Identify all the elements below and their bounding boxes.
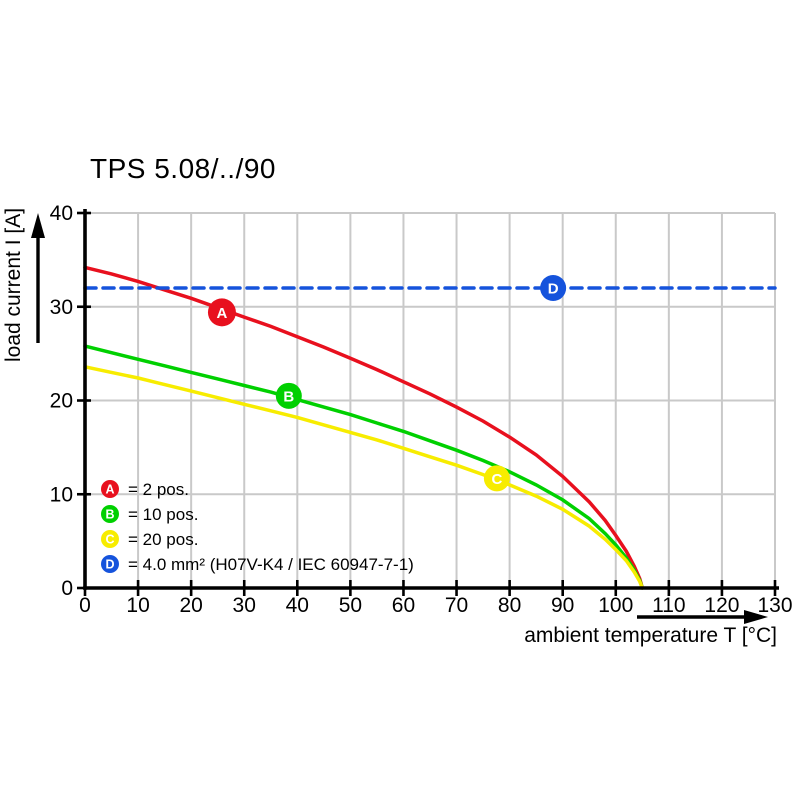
legend-swatch-B <box>101 505 119 523</box>
marker-letter-A: A <box>217 305 228 322</box>
grid-lines <box>85 212 776 588</box>
y-axis-label: load current I [A] <box>2 208 25 362</box>
x-tick-label: 0 <box>79 594 91 617</box>
curve-C <box>83 365 645 590</box>
x-tick-label: 10 <box>126 594 149 617</box>
legend-label-A: = 2 pos. <box>128 480 189 499</box>
y-tick-label: 0 <box>61 577 73 600</box>
curve-A <box>83 265 645 590</box>
legend-swatch-letter: A <box>105 483 114 497</box>
x-tick-label: 50 <box>339 594 362 617</box>
y-tick-label: 30 <box>50 296 73 319</box>
y-tick-label: 40 <box>50 202 73 225</box>
y-axis-arrowhead-icon <box>31 213 45 238</box>
x-tick-label: 80 <box>498 594 521 617</box>
x-axis-label: ambient temperature T [°C] <box>524 624 777 647</box>
legend-swatch-C <box>101 530 119 548</box>
x-tick-label: 120 <box>704 594 739 617</box>
x-tick-label: 30 <box>233 594 256 617</box>
marker-D <box>540 275 567 301</box>
marker-C <box>483 465 510 492</box>
marker-letter-C: C <box>491 471 502 488</box>
x-tick-label: 110 <box>652 594 685 617</box>
legend: A = 2 pos. B = 10 pos. C = 20 pos. D = 4.0 mm² … <box>101 480 414 574</box>
x-tick-label: 70 <box>445 594 468 617</box>
marker-A <box>207 298 236 327</box>
marker-letter-D: D <box>548 281 559 298</box>
x-axis-arrow <box>637 610 768 624</box>
legend-swatch-letter: B <box>105 508 114 522</box>
x-tick-label: 20 <box>179 594 202 617</box>
x-tick-label: 60 <box>392 594 415 617</box>
x-tick-label: 130 <box>757 594 792 617</box>
curve-B <box>83 344 645 590</box>
y-axis-arrow <box>31 213 45 343</box>
legend-swatch-D <box>101 555 119 573</box>
legend-swatch-A <box>101 480 119 498</box>
y-tick-label: 10 <box>50 483 73 506</box>
x-axis-arrowhead-icon <box>744 610 768 624</box>
chart-title: TPS 5.08/../90 <box>90 153 276 184</box>
x-tick-label: 40 <box>286 594 309 617</box>
x-tick-label: 100 <box>598 594 633 617</box>
curves <box>83 265 777 590</box>
tick-marks <box>77 211 777 596</box>
x-tick-label: 90 <box>551 594 574 617</box>
tick-labels: 0 10 20 30 40 50 60 70 80 90 100 110 120 130 0 10 20 30 40 <box>50 202 793 617</box>
legend-swatch-letter: C <box>105 533 114 547</box>
marker-letter-B: B <box>283 388 294 405</box>
legend-label-C: = 20 pos. <box>128 530 198 549</box>
legend-label-D: = 4.0 mm² (H07V-K4 / IEC 60947-7-1) <box>128 555 414 574</box>
legend-label-B: = 10 pos. <box>128 505 198 524</box>
y-tick-label: 20 <box>50 390 73 413</box>
curve-markers: A B C D <box>207 275 567 492</box>
marker-B <box>275 382 302 409</box>
legend-swatch-letter: D <box>105 558 114 572</box>
